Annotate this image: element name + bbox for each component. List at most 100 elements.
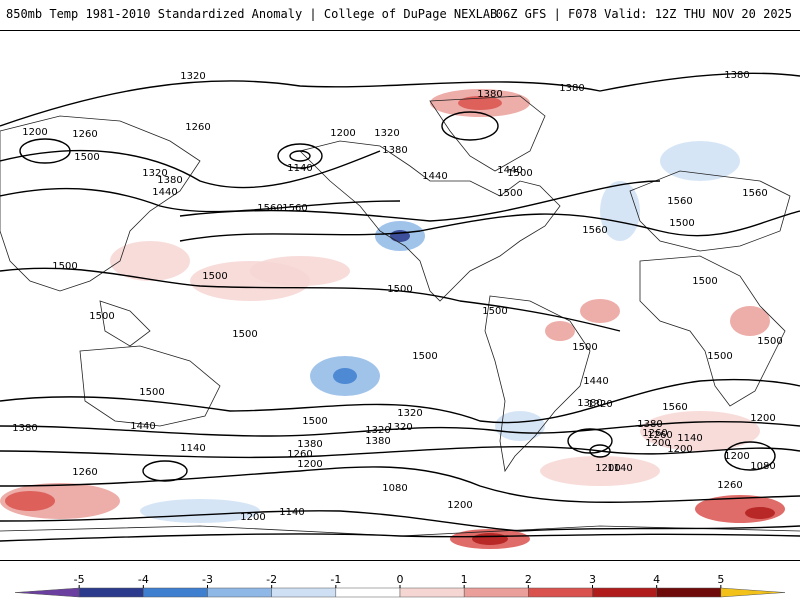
contour-label: 1200: [447, 500, 472, 511]
contour-label: 1560: [667, 196, 692, 207]
contour-label: 1500: [572, 342, 597, 353]
anomaly-patch: [660, 141, 740, 181]
contour-label: 1320: [180, 71, 205, 82]
anomaly-patch: [640, 411, 760, 451]
contour-label: 1260: [72, 467, 97, 478]
contour-line: [0, 533, 800, 542]
anomaly-patch: [745, 507, 775, 519]
contour-label: 1560: [282, 203, 307, 214]
contour-label: 1500: [482, 306, 507, 317]
contour-label: 1440: [152, 187, 177, 198]
colorbar-tick-label: 2: [525, 573, 532, 586]
colorbar-tick-label: 5: [717, 573, 724, 586]
colorbar-tick-label: -2: [266, 573, 277, 586]
contour-label: 1380: [724, 70, 749, 81]
contour-label: 1260: [647, 430, 672, 441]
contour-label: 1200: [724, 451, 749, 462]
height-contours: [0, 72, 800, 542]
colorbar-tick-label: 0: [397, 573, 404, 586]
contour-label: 1200: [595, 463, 620, 474]
colorbar-segment: [143, 587, 208, 598]
contour-label: 1200: [330, 128, 355, 139]
contour-label: 1500: [74, 152, 99, 163]
contour-label: 1140: [607, 463, 632, 474]
contour-label: 1380: [637, 419, 662, 430]
contour-label: 1200: [297, 459, 322, 470]
contour-line: [0, 446, 800, 459]
contour-line: [0, 510, 800, 532]
model-run-info: 06Z GFS | F078 Valid: 12Z THU NOV 20 202…: [495, 7, 792, 21]
contour-label: 1500: [52, 261, 77, 272]
anomaly-patch: [730, 306, 770, 336]
colorbar-tick-label: -4: [138, 573, 149, 586]
map-title: 850mb Temp 1981-2010 Standardized Anomal…: [6, 7, 498, 21]
contour-label: 1380: [477, 89, 502, 100]
contour-label: 1380: [297, 439, 322, 450]
contour-label: 1500: [669, 218, 694, 229]
contour-label: 1200: [22, 127, 47, 138]
anomaly-shading: [0, 89, 785, 549]
contour-label: 1560: [257, 203, 282, 214]
contour-label: 1380: [365, 436, 390, 447]
colorbar-segment: [592, 587, 657, 598]
anomaly-patch: [540, 456, 660, 486]
contour-label: 1200: [645, 438, 670, 449]
contour-closed-low: [142, 460, 188, 482]
contour-label: 1320: [387, 422, 412, 433]
anomaly-patch: [333, 368, 357, 384]
contour-label: 1260: [287, 449, 312, 460]
contour-label: 1380: [559, 83, 584, 94]
contour-closed-low: [441, 111, 499, 141]
anomaly-map: 1320 1380 1380 1380 1200 1260 1260 1200 1320 1500…: [0, 30, 800, 561]
contour-closed-low: [724, 441, 776, 471]
contour-label: 1380: [157, 175, 182, 186]
anomaly-patch: [580, 299, 620, 323]
colorbar-segment: [14, 587, 80, 598]
contour-label: 1320: [374, 128, 399, 139]
anomaly-patch: [472, 533, 508, 545]
contour-label: 1500: [387, 284, 412, 295]
contour-label: 1500: [757, 336, 782, 347]
colorbar-segment: [463, 587, 529, 598]
contour-label: 1560: [582, 225, 607, 236]
contour-label: 1260: [185, 122, 210, 133]
contour-label: 1320: [365, 425, 390, 436]
colorbar-segment: [528, 587, 593, 598]
contour-label: 1500: [232, 329, 257, 340]
contour-label: 1500: [89, 311, 114, 322]
colorbar-segment: [720, 587, 786, 598]
contour-closed-low: [277, 143, 323, 169]
contour-label: 1140: [677, 433, 702, 444]
contour-closed-low: [589, 444, 611, 458]
contour-line: [0, 187, 401, 213]
colorbar-segment: [399, 587, 465, 598]
colorbar: -5 -4 -3 -2 -1 0 1 2 3 4 5: [0, 570, 800, 600]
contour-line: [0, 149, 381, 189]
anomaly-patch: [600, 181, 640, 241]
anomaly-patch: [458, 96, 502, 110]
contour-label: 1260: [72, 129, 97, 140]
colorbar-tick-label: 4: [653, 573, 660, 586]
colorbar-tick-label: -1: [330, 573, 341, 586]
anomaly-patch: [250, 256, 350, 286]
contour-label: 1440: [422, 171, 447, 182]
contour-label: 1500: [412, 351, 437, 362]
contour-line: [179, 210, 800, 242]
contour-line: [0, 72, 800, 127]
contour-label: 1380: [12, 423, 37, 434]
contour-label: 1380: [577, 398, 602, 409]
contour-label: 1440: [130, 421, 155, 432]
colorbar-segment: [335, 587, 401, 598]
colorbar-tick-label: 1: [461, 573, 468, 586]
colorbar-tick-label: -5: [74, 573, 85, 586]
colorbar-segment: [78, 587, 144, 598]
colorbar-tick-label: -3: [202, 573, 213, 586]
contour-label: 1140: [279, 507, 304, 518]
anomaly-patch: [545, 321, 575, 341]
contour-label: 1200: [240, 512, 265, 523]
contour-label: 1200: [667, 444, 692, 455]
contour-label: 1560: [742, 188, 767, 199]
colorbar-segment: [271, 587, 337, 598]
